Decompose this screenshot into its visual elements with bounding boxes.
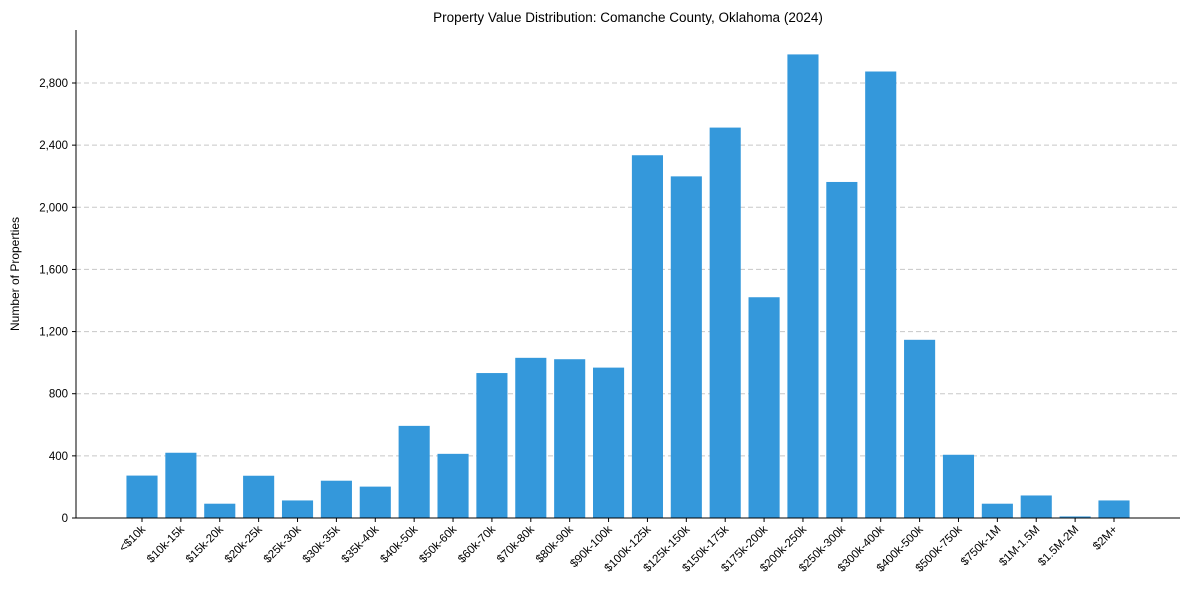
bar bbox=[281, 500, 314, 518]
bar bbox=[631, 155, 663, 518]
bar bbox=[1098, 500, 1130, 518]
y-axis-label: Number of Properties bbox=[8, 217, 22, 331]
y-tick-label: 1,200 bbox=[39, 327, 68, 339]
y-tick-label: 1,600 bbox=[39, 264, 68, 276]
x-tick-label: $70k-80k bbox=[495, 523, 537, 565]
x-tick-label: $20k-25k bbox=[223, 523, 265, 565]
bar bbox=[243, 475, 275, 518]
bar bbox=[942, 454, 975, 518]
bar bbox=[515, 357, 547, 518]
bar bbox=[126, 475, 158, 518]
x-tick-label: $30k-35k bbox=[301, 523, 343, 565]
bar bbox=[554, 359, 586, 518]
x-tick-label: $60k-70k bbox=[456, 523, 498, 565]
bars bbox=[126, 54, 1130, 519]
bar bbox=[437, 453, 469, 518]
x-tick-label: $1.5M-2M bbox=[1036, 524, 1081, 569]
bar bbox=[165, 452, 197, 518]
bar bbox=[359, 486, 391, 518]
axes bbox=[75, 30, 1180, 519]
bar bbox=[865, 71, 897, 518]
bar bbox=[787, 54, 819, 519]
bar bbox=[204, 503, 236, 518]
y-tick-label: 800 bbox=[49, 389, 68, 401]
bar bbox=[981, 503, 1013, 518]
bar bbox=[476, 373, 508, 518]
bar bbox=[709, 127, 741, 519]
bar bbox=[904, 339, 936, 518]
bar bbox=[670, 176, 702, 519]
x-tick-label: $1M-1.5M bbox=[997, 524, 1042, 569]
bar bbox=[748, 297, 780, 518]
x-tick-label: <$10k bbox=[117, 523, 148, 554]
x-tick-label: $35k-40k bbox=[339, 523, 381, 565]
y-tick-label: 2,400 bbox=[39, 140, 68, 152]
bar bbox=[826, 181, 858, 518]
bar bbox=[398, 425, 430, 518]
bar bbox=[1059, 516, 1091, 518]
x-tick-label: $750k-1M bbox=[959, 524, 1004, 569]
y-tick-label: 2,000 bbox=[39, 202, 68, 214]
x-ticks: <$10k$10k-15k$15k-20k$20k-25k$25k-30k$30… bbox=[117, 518, 1120, 575]
y-tick-label: 400 bbox=[49, 451, 68, 463]
x-tick-label: $40k-50k bbox=[378, 523, 420, 565]
bar bbox=[320, 480, 352, 518]
y-ticks: 0 400 800 1,200 1,600 2,000 2,400 2,800 bbox=[39, 78, 76, 525]
chart-title: Property Value Distribution: Comanche Co… bbox=[433, 10, 823, 25]
bar bbox=[1020, 495, 1052, 518]
x-tick-label: $10k-15k bbox=[145, 523, 187, 565]
gridlines bbox=[76, 82, 1180, 457]
bar bbox=[593, 367, 625, 518]
x-tick-label: $15k-20k bbox=[184, 523, 226, 565]
y-tick-label: 0 bbox=[62, 513, 68, 525]
x-tick-label: $25k-30k bbox=[262, 523, 304, 565]
x-tick-label: $50k-60k bbox=[417, 523, 459, 565]
y-tick-label: 2,800 bbox=[39, 78, 68, 90]
x-tick-label: $2M+ bbox=[1091, 523, 1120, 552]
